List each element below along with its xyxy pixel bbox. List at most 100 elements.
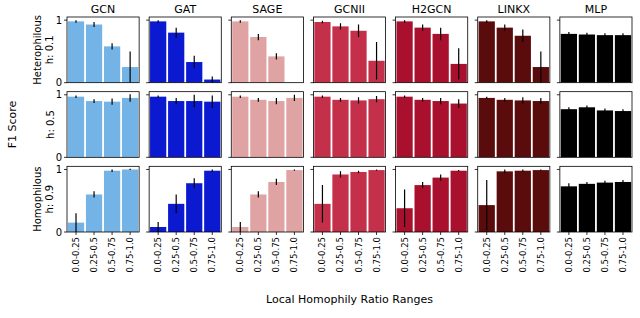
error-bar <box>440 98 441 104</box>
x-tick <box>422 232 423 235</box>
error-bar <box>440 28 441 41</box>
error-bar <box>75 20 76 23</box>
x-tick-label: 0.25-0.5 <box>253 237 263 273</box>
y-tick <box>146 157 149 158</box>
error-bar <box>404 20 405 23</box>
error-bar <box>440 174 441 180</box>
error-bar <box>622 180 623 184</box>
bar <box>433 34 449 83</box>
panel-title: MLP <box>585 3 608 16</box>
y-tick-label: 0 <box>56 227 62 238</box>
x-tick-label: 0.5-0.75 <box>271 237 281 273</box>
error-bar <box>340 23 341 29</box>
frame <box>231 166 303 232</box>
error-bar <box>422 98 423 102</box>
error-bar <box>194 56 195 69</box>
error-bar <box>358 25 359 38</box>
bar <box>186 101 202 157</box>
error-bar <box>258 191 259 197</box>
bar <box>533 101 549 157</box>
x-tick-label: 0.5-0.75 <box>600 237 610 273</box>
x-tick <box>76 232 77 235</box>
x-tick-label: 0.75-1.0 <box>454 237 464 273</box>
error-bar <box>176 98 177 104</box>
bar <box>68 97 84 158</box>
error-bar <box>622 33 623 37</box>
panel-title: LINKX <box>498 3 531 16</box>
error-bar <box>158 20 159 23</box>
y-tick <box>228 82 231 83</box>
x-tick-label: 0.0-0.25 <box>317 237 327 273</box>
y-tick <box>228 232 231 233</box>
panel: 01h: 0.5 <box>45 89 140 163</box>
error-bar <box>522 30 523 43</box>
bar <box>250 37 266 83</box>
y-tick <box>64 169 67 170</box>
x-tick <box>404 232 405 235</box>
frame <box>149 17 221 83</box>
error-bar <box>604 109 605 113</box>
frame <box>313 166 385 232</box>
error-bar <box>486 180 487 230</box>
frame <box>396 17 468 83</box>
error-bar <box>212 76 213 82</box>
x-tick-label: 0.25-0.5 <box>89 237 99 273</box>
x-tick <box>176 232 177 235</box>
error-bar <box>158 95 159 98</box>
panel-title: H2GCN <box>412 3 452 16</box>
error-bar <box>258 34 259 40</box>
bar <box>350 100 366 157</box>
figure: 01GCNHeterophiloush: 0.1GATSAGEGCNIIH2GC… <box>0 0 640 318</box>
error-bar <box>93 99 94 103</box>
y-tick <box>146 232 149 233</box>
error-bar <box>176 194 177 213</box>
error-bar <box>568 183 569 189</box>
x-tick <box>440 232 441 235</box>
bar <box>597 110 613 157</box>
row-label: h: 0.9 <box>45 185 56 214</box>
x-tick <box>158 232 159 235</box>
y-tick <box>228 169 231 170</box>
error-bar <box>240 222 241 232</box>
error-bar <box>540 169 541 170</box>
plot-area <box>150 95 220 158</box>
panel <box>475 92 550 158</box>
plot-area <box>232 169 302 232</box>
y-tick <box>393 157 396 158</box>
frame <box>478 166 550 232</box>
bar <box>479 21 495 82</box>
x-tick-label: 0.25-0.5 <box>582 237 592 273</box>
y-tick-label: 1 <box>56 15 62 26</box>
error-bar <box>276 179 277 185</box>
bar <box>204 102 220 158</box>
frame <box>67 166 139 232</box>
x-tick <box>130 232 131 235</box>
x-tick-label: 0.5-0.75 <box>189 237 199 273</box>
panel: 01GCNHeterophiloush: 0.1 <box>33 3 140 88</box>
error-bar <box>458 48 459 79</box>
error-bar <box>111 43 112 49</box>
plot-area <box>314 95 384 157</box>
panel-title: GAT <box>174 3 196 16</box>
panel <box>557 92 632 158</box>
x-tick-label: 0.0-0.25 <box>482 237 492 273</box>
y-tick <box>146 82 149 83</box>
bar <box>186 183 202 232</box>
bar <box>314 97 330 158</box>
bar <box>104 102 120 158</box>
bar <box>561 34 577 83</box>
y-tick <box>310 169 313 170</box>
frame <box>67 17 139 83</box>
y-tick <box>64 82 67 83</box>
bar <box>350 31 366 83</box>
bar <box>615 182 631 232</box>
error-bar <box>586 105 587 109</box>
plot-area <box>561 180 631 232</box>
bar <box>86 194 102 232</box>
bar <box>150 21 166 82</box>
frame <box>313 17 385 83</box>
bar <box>433 101 449 157</box>
bar <box>415 185 431 232</box>
x-tick <box>604 232 605 235</box>
bar <box>396 97 412 158</box>
